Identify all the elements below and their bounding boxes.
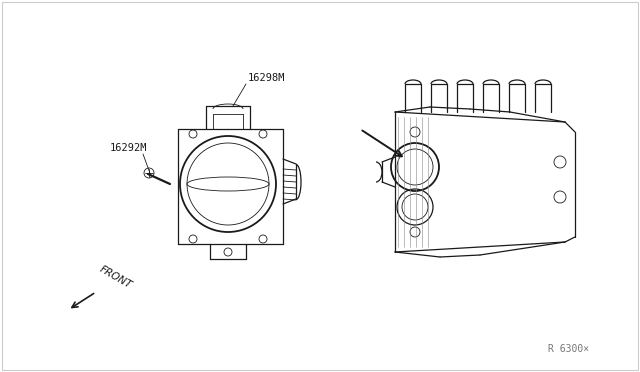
Text: 16292M: 16292M: [110, 143, 147, 153]
Text: FRONT: FRONT: [98, 264, 134, 290]
Text: R 6300×: R 6300×: [548, 344, 589, 354]
Text: 16298M: 16298M: [248, 73, 285, 83]
